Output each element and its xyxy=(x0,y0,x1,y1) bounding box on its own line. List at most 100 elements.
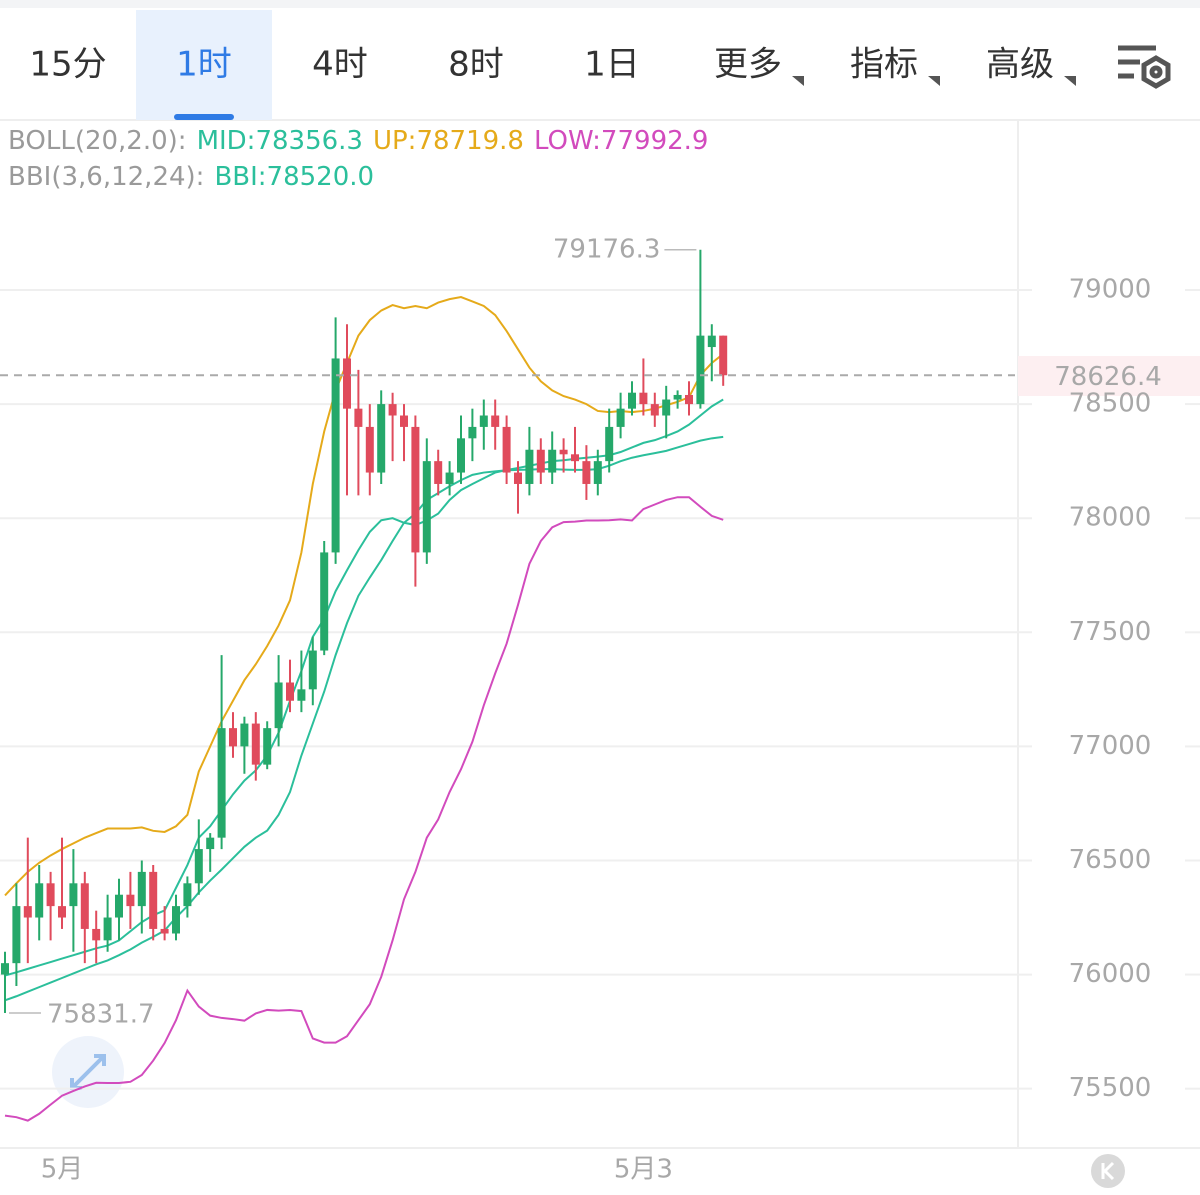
candle-body xyxy=(388,404,397,416)
y-tick-label: 79000 xyxy=(1069,275,1152,305)
candle-body xyxy=(240,723,249,747)
candle-body xyxy=(194,849,203,884)
candle-body xyxy=(354,408,363,427)
candle-body xyxy=(639,392,648,405)
candle-body xyxy=(582,461,591,484)
candle-body xyxy=(343,358,351,409)
candle-body xyxy=(320,552,329,651)
tab[interactable]: 4时 xyxy=(312,45,368,85)
settings-icon[interactable] xyxy=(1118,45,1171,89)
candle-body xyxy=(411,426,420,553)
tab-selected-bg xyxy=(136,10,272,120)
legend-item: MID:78356.3 xyxy=(197,126,363,156)
candle-body xyxy=(673,394,682,400)
icon-dot xyxy=(1149,65,1163,79)
candle-body xyxy=(502,426,511,473)
candle-body xyxy=(229,728,237,747)
tab-indicator xyxy=(174,114,234,120)
candle-body xyxy=(115,894,123,918)
tab[interactable]: 8时 xyxy=(448,45,504,85)
candle-body xyxy=(445,472,454,484)
candle-body xyxy=(536,449,545,473)
candle-body xyxy=(103,917,112,941)
candle-body xyxy=(46,883,55,907)
dropdown-arrow xyxy=(1064,76,1076,86)
last-price-label: 78626.4 xyxy=(1054,362,1162,392)
candle-body xyxy=(331,358,340,553)
candle-body xyxy=(137,871,146,907)
candle-body xyxy=(172,906,180,934)
y-tick-label: 76500 xyxy=(1069,845,1152,875)
candle-body xyxy=(308,650,317,690)
y-tick-label: 77000 xyxy=(1069,731,1152,761)
dropdown-arrow xyxy=(792,76,804,86)
tab[interactable]: 15分 xyxy=(29,45,106,85)
candle-body xyxy=(365,426,374,473)
candle-body xyxy=(457,438,465,473)
status-strip xyxy=(0,0,1200,8)
candle-body xyxy=(297,689,306,701)
candle-body xyxy=(400,415,408,427)
tab[interactable]: 1时 xyxy=(176,45,232,85)
candle-body xyxy=(58,906,66,918)
indicator-line xyxy=(4,435,724,1002)
tab[interactable]: 指标 xyxy=(850,45,918,85)
candle-body xyxy=(126,894,135,907)
x-tick-label: 5月3 xyxy=(614,1155,673,1185)
candle-body xyxy=(650,404,659,416)
candle-body xyxy=(1,963,9,975)
legend-item: UP:78719.8 xyxy=(373,126,524,156)
indicator-line xyxy=(4,296,724,897)
candle-body xyxy=(160,928,169,934)
candle-body xyxy=(479,415,488,427)
y-tick-label: 75500 xyxy=(1069,1073,1152,1103)
tab[interactable]: 1日 xyxy=(584,45,640,85)
k-icon xyxy=(1101,1161,1115,1181)
candle-body xyxy=(605,426,614,462)
candle-body xyxy=(662,399,671,416)
legend-item: BBI:78520.0 xyxy=(214,162,374,192)
candle-body xyxy=(491,415,500,427)
k-button[interactable] xyxy=(1091,1154,1125,1188)
candle-body xyxy=(217,728,226,838)
candle-body xyxy=(251,723,260,765)
candle-body xyxy=(422,461,431,553)
legend-group: BBI(3,6,12,24): xyxy=(8,162,204,192)
icon-hex xyxy=(1141,55,1171,89)
indicator-line xyxy=(4,496,724,1122)
tab[interactable]: 高级 xyxy=(986,45,1054,85)
x-tick-label: 5月 xyxy=(41,1155,84,1185)
y-tick-label: 78000 xyxy=(1069,503,1152,533)
last-price-bg xyxy=(1018,356,1200,396)
low-label: 75831.7 xyxy=(47,999,155,1029)
candle-body xyxy=(525,449,534,484)
candle-body xyxy=(183,883,192,907)
candle-body xyxy=(80,883,89,929)
candle-body xyxy=(69,883,78,907)
legend-item: LOW:77992.9 xyxy=(534,126,708,156)
candle-body xyxy=(263,728,272,765)
candle-body xyxy=(35,883,44,918)
candle-body xyxy=(468,426,477,439)
candle-body xyxy=(548,449,557,473)
y-tick-label: 78500 xyxy=(1069,389,1152,419)
candle-body xyxy=(514,472,522,484)
indicator-line xyxy=(4,398,724,977)
candle-body xyxy=(559,449,568,455)
candle-body xyxy=(593,461,602,484)
candle-body xyxy=(707,335,716,348)
candle-body xyxy=(696,335,705,405)
candle-body xyxy=(23,906,32,918)
candle-body xyxy=(685,394,693,405)
candle-body xyxy=(286,682,294,701)
candle-body xyxy=(628,392,636,409)
tab[interactable]: 更多 xyxy=(714,45,782,85)
legend-row: BOLL(20,2.0): MID:78356.3 UP:78719.8 LOW:77… xyxy=(8,126,708,156)
candle-body xyxy=(274,682,283,729)
candle-body xyxy=(206,837,215,850)
legend-row: BBI(3,6,12,24): BBI:78520.0 xyxy=(8,162,374,192)
legend-group: BOLL(20,2.0): xyxy=(8,126,187,156)
candle-body xyxy=(719,335,728,376)
